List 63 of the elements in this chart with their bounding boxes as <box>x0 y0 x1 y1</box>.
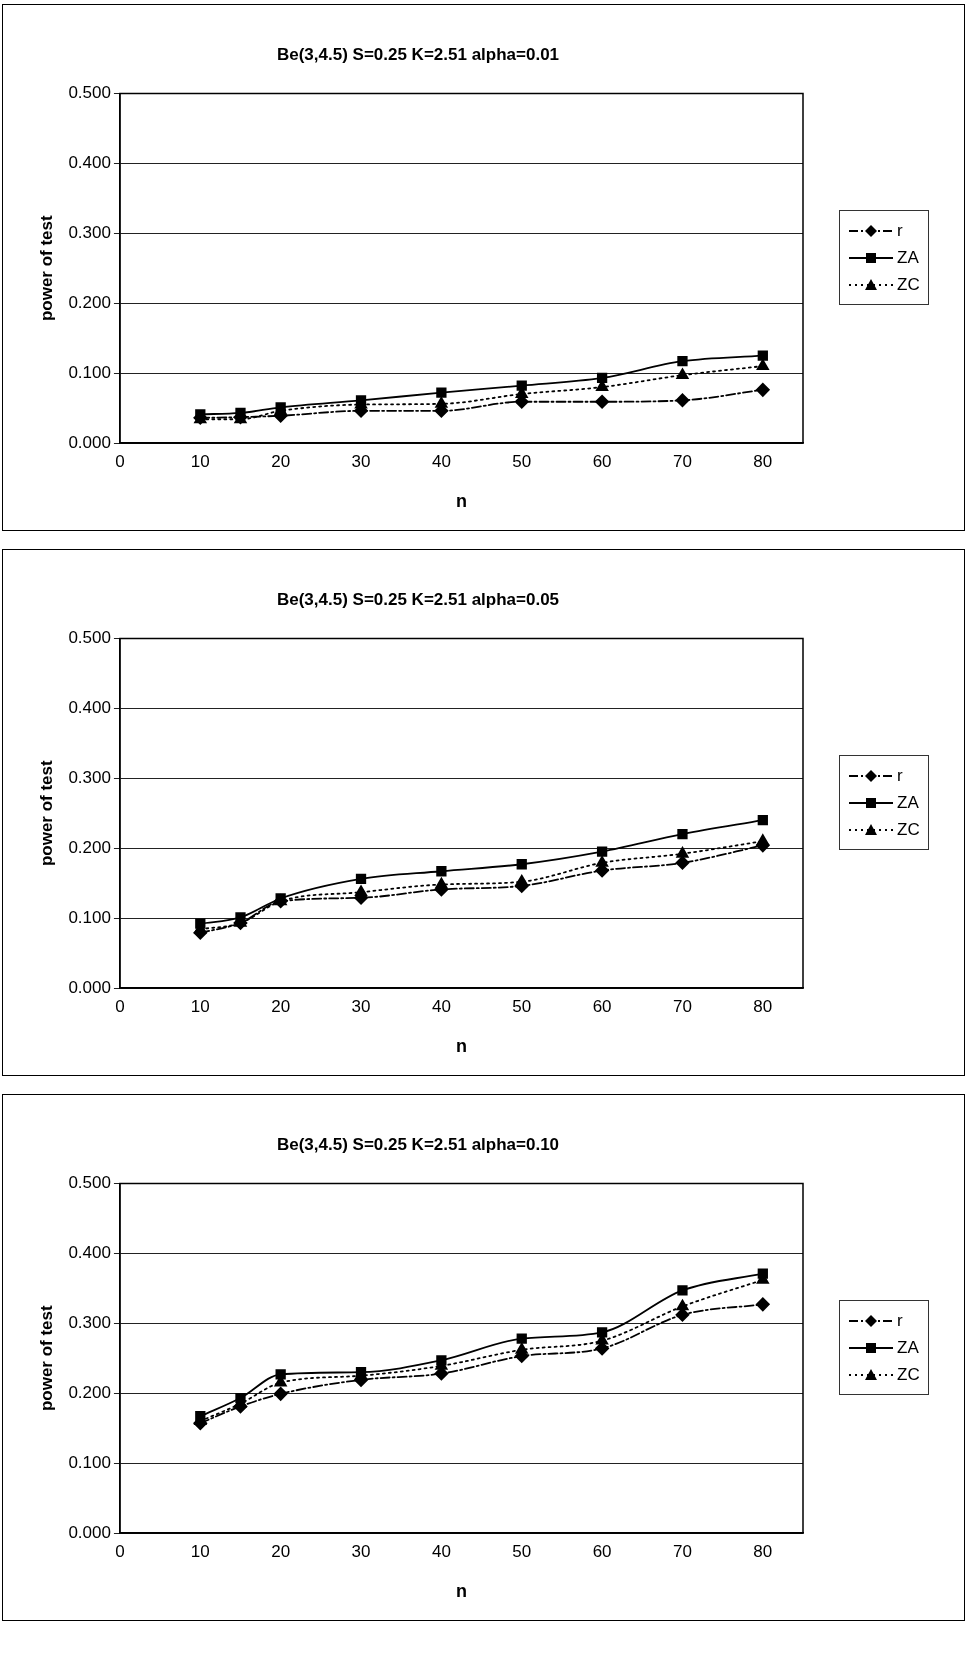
x-tick-label: 70 <box>673 996 692 1016</box>
x-axis-title: n <box>455 1581 467 1602</box>
x-tick-label: 40 <box>431 451 451 471</box>
x-tick-label: 80 <box>753 996 773 1016</box>
x-tick-label: 10 <box>190 451 210 471</box>
chart-title: Be(3,4.5) S=0.25 K=2.51 alpha=0.05 <box>276 589 560 609</box>
x-tick-label: 30 <box>351 451 371 471</box>
legend-label: ZC <box>897 819 920 840</box>
x-tick-label: 30 <box>351 996 371 1016</box>
legend-label: ZA <box>897 1337 919 1358</box>
y-tick-label: 0.100 <box>68 907 111 927</box>
legend-label: ZA <box>897 792 919 813</box>
y-axis-title: power of test <box>36 759 56 867</box>
x-tick-label: 20 <box>271 996 291 1016</box>
x-tick-label: 50 <box>512 1541 532 1561</box>
x-tick-label: 40 <box>431 1541 451 1561</box>
x-tick-label: 60 <box>592 1541 612 1561</box>
legend-label: ZC <box>897 274 920 295</box>
x-tick-label: 60 <box>592 996 612 1016</box>
y-tick-label: 0.400 <box>68 698 111 718</box>
x-tick-label: 10 <box>190 1541 210 1561</box>
y-tick-label: 0.000 <box>68 432 111 452</box>
x-tick-label: 0 <box>115 1541 125 1561</box>
x-tick-label: 40 <box>431 996 451 1016</box>
y-tick-label: 0.400 <box>68 1243 111 1263</box>
x-tick-label: 60 <box>592 451 612 471</box>
x-tick-label: 70 <box>673 451 692 471</box>
y-axis-title: power of test <box>36 214 56 322</box>
x-tick-label: 50 <box>512 996 532 1016</box>
legend-label: r <box>897 1310 903 1331</box>
y-tick-label: 0.300 <box>68 222 111 242</box>
y-tick-label: 0.200 <box>68 292 111 312</box>
x-tick-label: 70 <box>673 1541 692 1561</box>
y-tick-label: 0.000 <box>68 1522 111 1542</box>
x-tick-label: 80 <box>753 1541 773 1561</box>
y-tick-label: 0.200 <box>68 837 111 857</box>
y-tick-label: 0.200 <box>68 1382 111 1402</box>
x-tick-label: 30 <box>351 1541 371 1561</box>
y-axis-title: power of test <box>36 1304 56 1412</box>
x-tick-label: 80 <box>753 451 773 471</box>
legend-label: r <box>897 220 903 241</box>
y-tick-label: 0.000 <box>68 977 111 997</box>
chart-title: Be(3,4.5) S=0.25 K=2.51 alpha=0.10 <box>276 1134 560 1154</box>
y-tick-label: 0.400 <box>68 153 111 173</box>
x-axis-title: n <box>455 1036 467 1057</box>
legend-label: ZC <box>897 1364 920 1385</box>
y-tick-label: 0.500 <box>68 628 111 648</box>
y-tick-label: 0.500 <box>68 1173 111 1193</box>
x-tick-label: 0 <box>115 451 125 471</box>
x-tick-label: 0 <box>115 996 125 1016</box>
x-tick-label: 10 <box>190 996 210 1016</box>
legend-label: r <box>897 765 903 786</box>
y-tick-label: 0.100 <box>68 362 111 382</box>
y-tick-label: 0.300 <box>68 1312 111 1332</box>
x-axis-title: n <box>455 491 467 512</box>
y-tick-label: 0.100 <box>68 1452 111 1472</box>
x-tick-label: 50 <box>512 451 532 471</box>
y-tick-label: 0.300 <box>68 767 111 787</box>
y-tick-label: 0.500 <box>68 83 111 103</box>
legend-label: ZA <box>897 247 919 268</box>
x-tick-label: 20 <box>271 451 291 471</box>
chart-title: Be(3,4.5) S=0.25 K=2.51 alpha=0.01 <box>276 44 560 64</box>
x-tick-label: 20 <box>271 1541 291 1561</box>
